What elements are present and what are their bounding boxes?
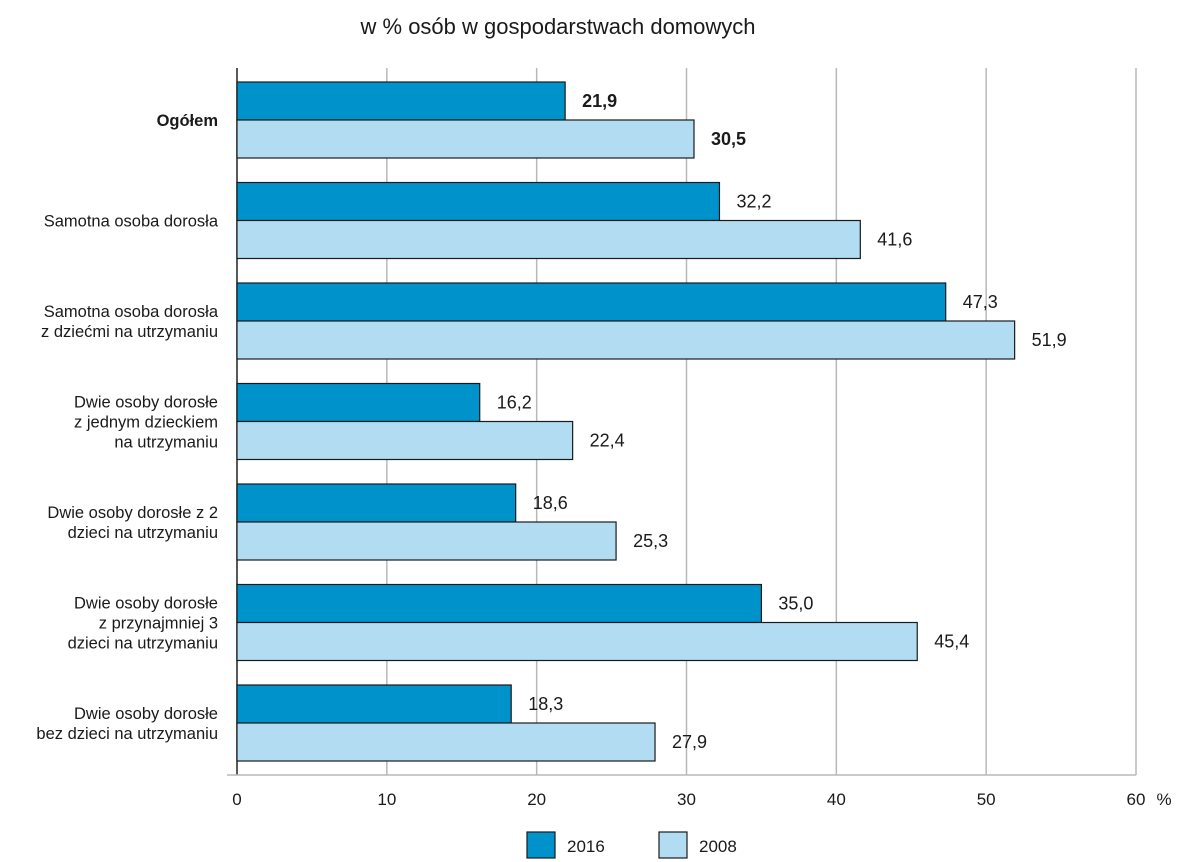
- category-label: dzieci na utrzymaniu: [68, 635, 218, 653]
- category-label: Ogółem: [157, 112, 218, 130]
- category-label: z jednym dzieckiem: [74, 414, 218, 432]
- x-tick-label: 10: [377, 790, 396, 809]
- data-label: 41,6: [877, 230, 912, 250]
- legend-label: 2016: [567, 837, 605, 856]
- legend: 2016 2008: [526, 831, 737, 859]
- bar-2008: [236, 420, 574, 461]
- category-label: Dwie osoby dorosłe z 2: [47, 504, 218, 522]
- legend-label: 2008: [699, 837, 737, 856]
- data-label: 32,2: [736, 192, 771, 212]
- bar-2008: [236, 521, 617, 561]
- bar-2008: [236, 219, 861, 260]
- x-axis: 0 10 20 30 40 50 60%: [227, 774, 1172, 809]
- category-label: bez dzieci na utrzymaniu: [36, 725, 218, 743]
- bar-2016: [236, 684, 512, 724]
- x-unit-label: %: [1156, 790, 1171, 809]
- bar-2016: [236, 382, 481, 423]
- x-tick-label: 40: [827, 790, 846, 809]
- bar-2016: [236, 583, 763, 624]
- data-label: 16,2: [497, 393, 532, 413]
- category-label: Dwie osoby dorosłe: [74, 394, 218, 412]
- legend-swatch-2008: [658, 831, 688, 859]
- category-label: na utrzymaniu: [114, 434, 218, 452]
- chart-title: w % osób w gospodarstwach domowych: [360, 14, 756, 39]
- x-tick-label: 30: [677, 790, 696, 809]
- x-tick-label: 50: [977, 790, 996, 809]
- category-label: Samotna osoba dorosła: [44, 303, 219, 321]
- bar-2016: [236, 483, 517, 523]
- data-label: 25,3: [633, 531, 668, 551]
- category-label: dzieci na utrzymaniu: [68, 524, 218, 542]
- bar-2008: [236, 722, 656, 762]
- data-label: 35,0: [778, 594, 813, 614]
- data-label: 47,3: [963, 292, 998, 312]
- bar-2008: [236, 621, 918, 662]
- data-label: 18,3: [528, 694, 563, 714]
- bar-2016: [236, 282, 947, 322]
- data-label: 21,9: [582, 91, 617, 111]
- category-label: z przynajmniej 3: [99, 615, 218, 633]
- bars: 21,9 30,5 32,2 41,6 47,3 51,9 16,2 22,4 18,6 25,3…: [236, 81, 1067, 762]
- category-labels: Ogółem Samotna osoba dorosła Samotna osoba…: [36, 112, 218, 743]
- data-label: 22,4: [590, 431, 625, 451]
- bar-2008: [236, 320, 1016, 360]
- x-tick-label: 20: [527, 790, 546, 809]
- category-label: z dziećmi na utrzymaniu: [41, 323, 218, 341]
- category-label: Dwie osoby dorosłe: [74, 595, 218, 613]
- category-label: Dwie osoby dorosłe: [74, 705, 218, 723]
- legend-swatch-2016: [526, 831, 556, 859]
- bar-2008: [236, 119, 695, 159]
- data-label: 51,9: [1032, 330, 1067, 350]
- data-label: 18,6: [533, 493, 568, 513]
- data-label: 27,9: [672, 732, 707, 752]
- bar-2016: [236, 81, 566, 121]
- x-tick-label: 60: [1127, 790, 1146, 809]
- data-label: 30,5: [711, 129, 746, 149]
- data-label: 45,4: [934, 632, 969, 652]
- category-label: Samotna osoba dorosła: [44, 213, 219, 231]
- bar-2016: [236, 181, 721, 222]
- x-tick-label: 0: [232, 790, 241, 809]
